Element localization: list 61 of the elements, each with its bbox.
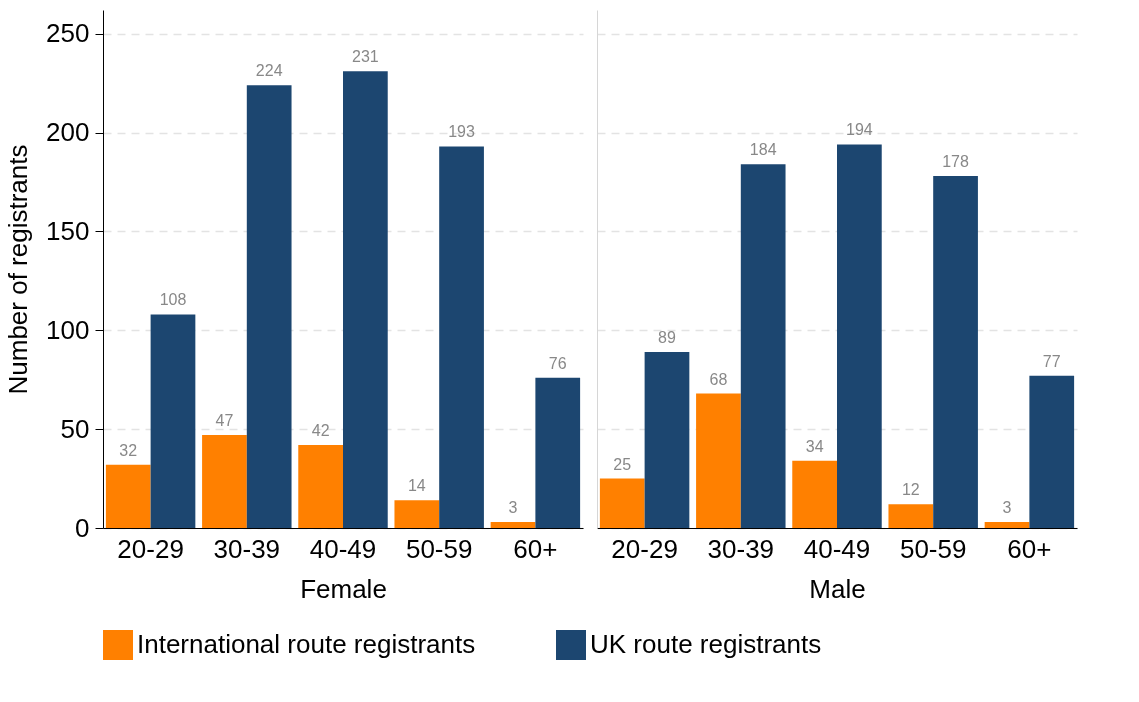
bar: [599, 478, 645, 528]
bar: [888, 504, 934, 528]
data-label: 108: [159, 291, 187, 309]
x-tick-label: 30-39: [213, 533, 281, 564]
y-tick-label: 250: [46, 18, 90, 49]
x-tick-label: 20-29: [611, 533, 678, 564]
y-axis-title: Number of registrants: [3, 144, 34, 395]
bar: [105, 464, 151, 528]
bar: [298, 444, 343, 528]
bar: [490, 522, 536, 528]
bar: [246, 85, 292, 528]
x-tick-label: 50-59: [899, 533, 967, 564]
bar: [792, 460, 837, 528]
data-label: 184: [749, 141, 777, 159]
x-tick-label: 40-49: [309, 533, 377, 564]
data-label: 224: [255, 62, 283, 80]
y-tick-label: 50: [60, 413, 90, 444]
x-axis-title: Female: [300, 573, 387, 604]
data-label: 76: [548, 354, 567, 372]
data-label: 42: [311, 421, 330, 439]
data-label: 178: [942, 153, 969, 171]
data-label: 231: [352, 48, 379, 66]
x-tick-label: 40-49: [803, 533, 871, 564]
x-tick-label: 50-59: [405, 533, 473, 564]
legend-label: UK route registrants: [590, 629, 822, 659]
data-label: 12: [901, 481, 920, 499]
bar: [696, 393, 741, 528]
bar: [394, 500, 440, 528]
bar: [535, 377, 581, 528]
bar: [984, 522, 1030, 528]
data-label: 3: [508, 499, 518, 517]
data-label: 25: [613, 455, 632, 473]
data-label: 77: [1042, 352, 1061, 370]
bar: [343, 71, 388, 528]
bar: [202, 435, 247, 528]
bar: [1029, 375, 1075, 528]
bar: [439, 146, 484, 528]
data-label: 3: [1002, 499, 1012, 517]
bar: [933, 176, 978, 528]
bar: [740, 164, 786, 528]
data-label: 14: [407, 477, 426, 495]
data-label: 194: [846, 121, 873, 139]
x-tick-label: 30-39: [707, 533, 775, 564]
y-tick-label: 100: [46, 314, 90, 345]
y-tick-label: 150: [46, 215, 90, 246]
y-tick-label: 200: [46, 117, 90, 148]
x-tick-label: 60+: [1007, 533, 1052, 564]
data-label: 34: [805, 437, 824, 455]
x-tick-label: 20-29: [117, 533, 184, 564]
x-axis-title: Male: [809, 573, 866, 604]
data-label: 193: [448, 123, 475, 141]
y-tick-label: 0: [75, 512, 90, 543]
bar: [837, 144, 882, 528]
data-label: 89: [658, 329, 676, 347]
data-label: 32: [119, 441, 138, 459]
data-label: 47: [215, 412, 234, 430]
x-tick-label: 60+: [513, 533, 558, 564]
bar: [644, 352, 690, 528]
data-label: 68: [709, 370, 728, 388]
bar: [150, 314, 196, 528]
legend-label: International route registrants: [137, 629, 476, 659]
